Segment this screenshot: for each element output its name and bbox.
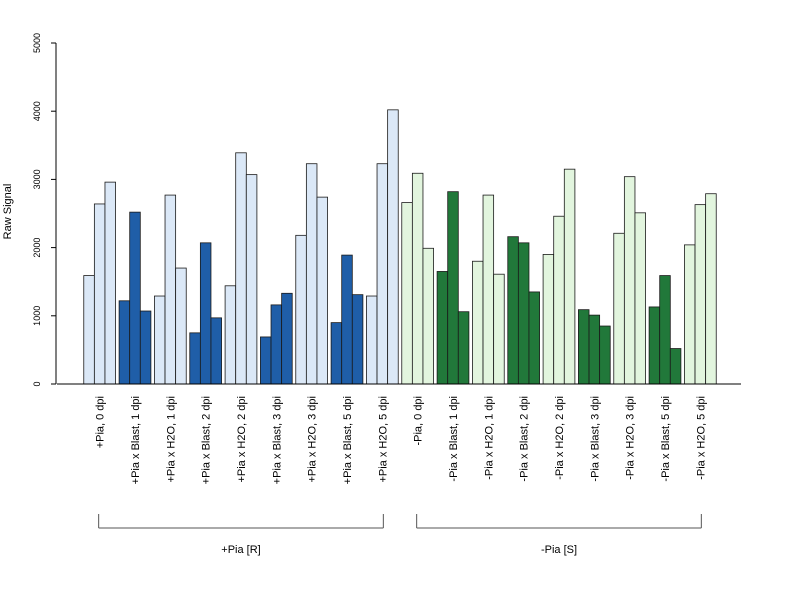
bar — [199, 242, 212, 385]
bar — [457, 311, 470, 385]
bar — [493, 273, 505, 385]
y-tick-label: 2000 — [32, 238, 42, 258]
bar — [542, 254, 555, 385]
bar — [351, 294, 364, 385]
bar — [83, 275, 95, 385]
bar — [224, 285, 237, 385]
bar — [422, 247, 434, 385]
bar — [139, 310, 152, 385]
bar — [634, 212, 646, 385]
bar — [648, 306, 661, 385]
bar — [270, 304, 283, 385]
category-labels: +Pia, 0 dpi +Pia x Blast, 1 dpi +Pia x H2O… — [95, 396, 708, 484]
bar — [447, 191, 459, 385]
group-label: +Pia [R] — [221, 544, 260, 556]
bar — [588, 314, 601, 385]
bar — [93, 203, 106, 385]
category-label: -Pia, 0 dpi — [413, 396, 425, 446]
bar — [330, 322, 343, 385]
bar — [305, 163, 318, 385]
bar — [528, 291, 540, 385]
category-label: +Pia x Blast, 1 dpi — [130, 396, 142, 484]
y-axis: 0 1000 2000 3000 4000 5000 — [32, 33, 57, 387]
category-label: +Pia x Blast, 5 dpi — [342, 396, 354, 484]
bar — [694, 204, 707, 385]
bar — [517, 242, 530, 385]
bar — [281, 292, 293, 385]
category-label: -Pia x H2O, 5 dpi — [695, 396, 707, 480]
bar — [376, 163, 389, 385]
category-label: +Pia, 0 dpi — [95, 396, 107, 448]
category-label: -Pia x Blast, 2 dpi — [519, 396, 531, 482]
bar — [436, 271, 449, 385]
y-tick-label: 1000 — [32, 306, 42, 326]
category-label: -Pia x Blast, 5 dpi — [660, 396, 672, 482]
bar — [210, 317, 222, 385]
bar — [553, 215, 565, 385]
bar — [245, 174, 258, 385]
bar — [316, 196, 328, 385]
bar — [482, 194, 495, 385]
group-brackets: +Pia [R] -Pia [S] — [98, 514, 702, 556]
category-label: -Pia x Blast, 1 dpi — [448, 396, 460, 482]
bar — [507, 236, 519, 385]
y-tick-label: 0 — [32, 381, 42, 386]
bar — [235, 152, 247, 385]
bar — [118, 300, 131, 385]
bar — [623, 176, 636, 385]
bar — [669, 348, 682, 385]
category-label: +Pia x H2O, 3 dpi — [307, 396, 319, 483]
bar — [684, 244, 696, 385]
category-label: +Pia x H2O, 2 dpi — [236, 396, 248, 483]
category-label: -Pia x H2O, 2 dpi — [554, 396, 566, 480]
bar — [260, 336, 272, 385]
bar — [563, 168, 576, 385]
bar — [705, 193, 717, 385]
category-label: -Pia x H2O, 1 dpi — [483, 396, 495, 480]
bar — [154, 295, 166, 385]
bar — [411, 172, 424, 385]
bar — [175, 267, 187, 385]
bar — [578, 309, 590, 385]
bar — [341, 254, 353, 385]
group-label: -Pia [S] — [541, 544, 577, 556]
bar — [129, 211, 141, 385]
y-tick-label: 5000 — [32, 33, 42, 53]
bar — [104, 181, 116, 385]
bar — [366, 295, 378, 385]
bar — [387, 109, 399, 385]
bar — [295, 234, 307, 385]
category-label: +Pia x H2O, 5 dpi — [377, 396, 389, 483]
bar — [189, 332, 201, 385]
y-tick-label: 3000 — [32, 169, 42, 189]
y-axis-title: Raw Signal — [2, 184, 14, 240]
bar — [613, 232, 625, 385]
category-label: -Pia x Blast, 3 dpi — [589, 396, 601, 482]
category-label: +Pia x Blast, 3 dpi — [271, 396, 283, 484]
bar — [659, 275, 671, 385]
bar — [164, 194, 177, 385]
category-label: +Pia x H2O, 1 dpi — [165, 396, 177, 483]
bar — [401, 202, 413, 385]
bar — [599, 325, 611, 385]
bars — [83, 109, 717, 385]
bar — [472, 260, 484, 385]
y-tick-label: 4000 — [32, 101, 42, 121]
category-label: +Pia x Blast, 2 dpi — [201, 396, 213, 484]
category-label: -Pia x H2O, 3 dpi — [625, 396, 637, 480]
